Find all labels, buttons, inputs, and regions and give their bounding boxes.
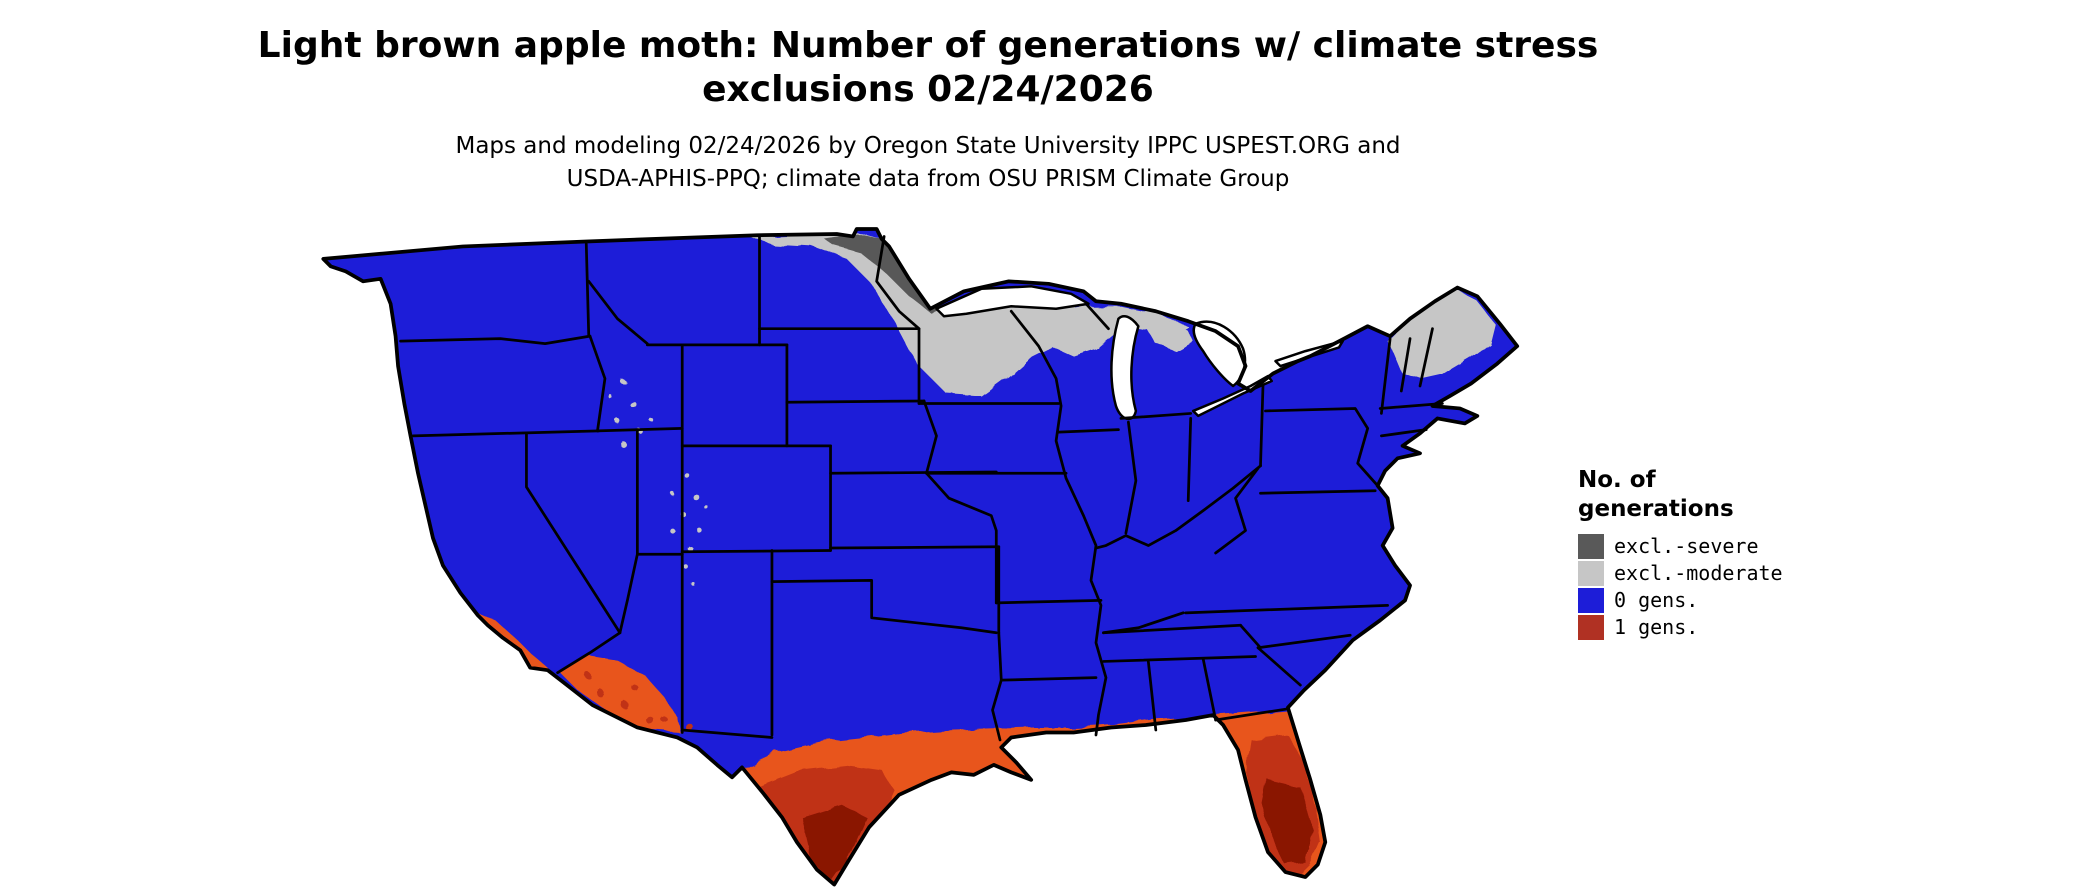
legend-label-excl-moderate: excl.-moderate bbox=[1614, 561, 1783, 585]
lake-michigan bbox=[1110, 315, 1140, 421]
lake-superior bbox=[935, 285, 1090, 318]
legend-item-excl-moderate: excl.-moderate bbox=[1578, 560, 1783, 586]
state-boundaries bbox=[399, 233, 1444, 742]
legend-label-excl-severe: excl.-severe bbox=[1614, 534, 1759, 558]
legend-title: No. of generations bbox=[1578, 466, 1783, 524]
legend-item-1-gens: 1 gens. bbox=[1578, 614, 1783, 640]
exclusion-severe-region bbox=[824, 233, 944, 314]
chart-header: Light brown apple moth: Number of genera… bbox=[0, 24, 1856, 197]
title-line-1: Light brown apple moth: Number of genera… bbox=[257, 25, 1599, 66]
florida-keys bbox=[1258, 879, 1301, 885]
legend-item-excl-severe: excl.-severe bbox=[1578, 533, 1783, 559]
legend-title-line-2: generations bbox=[1578, 495, 1734, 522]
legend: No. of generations excl.-severe excl.-mo… bbox=[1578, 466, 1783, 642]
legend-item-0-gens: 0 gens. bbox=[1578, 587, 1783, 613]
legend-swatch-1-gens bbox=[1578, 614, 1604, 640]
land-0-gens bbox=[323, 228, 1518, 885]
page-title: Light brown apple moth: Number of genera… bbox=[0, 24, 1856, 112]
lake-huron bbox=[1192, 320, 1247, 388]
legend-label-1-gens: 1 gens. bbox=[1614, 615, 1699, 639]
great-lakes bbox=[935, 285, 1344, 421]
us-map-svg bbox=[321, 227, 1520, 887]
legend-title-line-1: No. of bbox=[1578, 467, 1656, 493]
map-subtitle: Maps and modeling 02/24/2026 by Oregon S… bbox=[0, 130, 1856, 197]
title-line-2: exclusions 02/24/2026 bbox=[702, 68, 1154, 110]
subtitle-line-2: USDA-APHIS-PPQ; climate data from OSU PR… bbox=[566, 166, 1290, 193]
legend-swatch-excl-severe bbox=[1578, 533, 1604, 559]
us-generations-map bbox=[308, 224, 1540, 892]
legend-swatch-0-gens bbox=[1578, 587, 1604, 613]
lake-erie bbox=[1191, 374, 1273, 418]
legend-label-0-gens: 0 gens. bbox=[1614, 588, 1699, 612]
us-outline bbox=[321, 227, 1520, 887]
subtitle-line-1: Maps and modeling 02/24/2026 by Oregon S… bbox=[455, 132, 1401, 159]
legend-swatch-excl-moderate bbox=[1578, 560, 1604, 586]
